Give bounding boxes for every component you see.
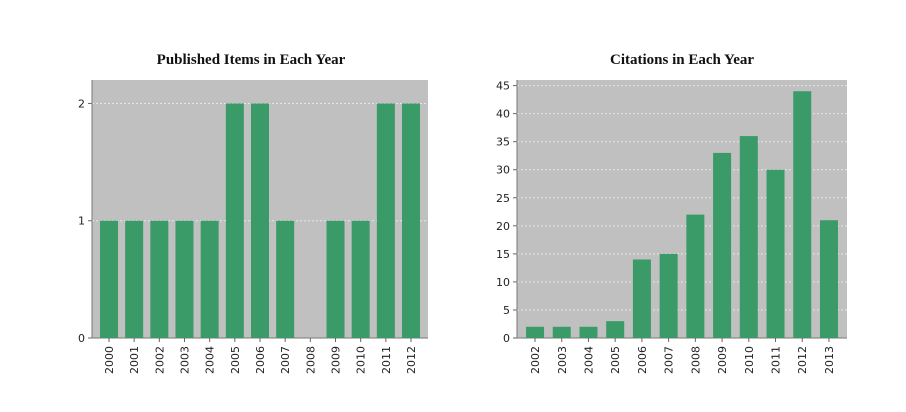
citations-bar-2004 <box>579 326 598 338</box>
published-xtick-label: 2008 <box>304 346 317 374</box>
citations-bar-2010 <box>739 136 758 338</box>
citations-xtick-label: 2010 <box>743 346 756 374</box>
citations-bar-2011 <box>766 169 785 338</box>
citations-plot-area <box>517 80 847 338</box>
citations-xtick-label: 2007 <box>663 346 676 374</box>
chart-title-published: Published Items in Each Year <box>156 52 346 68</box>
citations-bar-2006 <box>632 259 651 338</box>
citations-bar-2005 <box>606 321 625 338</box>
chart-title-citations: Citations in Each Year <box>609 52 755 68</box>
published-xtick-label: 2005 <box>229 346 242 374</box>
citations-ytick-label: 45 <box>496 80 510 93</box>
citations-xtick-label: 2009 <box>716 346 729 374</box>
published-xtick-label: 2007 <box>279 346 292 374</box>
published-bar-2011 <box>376 103 395 338</box>
published-bar-2004 <box>200 220 219 338</box>
citations-xtick-label: 2002 <box>529 346 542 374</box>
published-bar-2001 <box>125 220 144 338</box>
citations-xtick-label: 2006 <box>636 346 649 374</box>
published-bar-2002 <box>150 220 169 338</box>
published-xtick-label: 2009 <box>330 346 343 374</box>
citations-bar-2008 <box>686 214 705 338</box>
citations-xtick-label: 2005 <box>609 346 622 374</box>
published-xtick-label: 2006 <box>254 346 267 374</box>
citations-ytick-label: 40 <box>496 108 510 121</box>
published-xtick-label: 2010 <box>355 346 368 374</box>
published-bar-2009 <box>326 220 345 338</box>
published-bar-2007 <box>276 220 295 338</box>
published-bar-2005 <box>225 103 244 338</box>
citations-xtick-label: 2011 <box>770 346 783 374</box>
citations-ytick-label: 30 <box>496 164 510 177</box>
published-bar-2006 <box>251 103 269 338</box>
citations-xtick-label: 2003 <box>556 346 569 374</box>
citations-ytick-label: 15 <box>496 248 510 261</box>
published-bar-2012 <box>402 103 421 338</box>
citations-xtick-label: 2013 <box>823 346 836 374</box>
citations-bar-2013 <box>819 220 838 338</box>
citations-ytick-label: 0 <box>503 332 510 345</box>
citations-ytick-label: 25 <box>496 192 510 205</box>
published-xtick-label: 2004 <box>204 346 217 374</box>
published-xtick-label: 2011 <box>380 346 393 374</box>
citations-bar-2003 <box>552 326 571 338</box>
citations-ytick-label: 35 <box>496 136 510 149</box>
published-xtick-label: 2000 <box>103 346 116 374</box>
citations-bar-2012 <box>793 91 812 338</box>
citations-xtick-label: 2008 <box>689 346 702 374</box>
published-bar-2000 <box>99 220 118 338</box>
published-xtick-label: 2002 <box>153 346 166 374</box>
citations-ytick-label: 20 <box>496 220 510 233</box>
citations-bar-2002 <box>526 326 545 338</box>
citations-bar-2009 <box>713 152 732 338</box>
published-bar-2010 <box>351 220 370 338</box>
citations-xtick-label: 2004 <box>582 346 595 374</box>
citations-bar-2007 <box>659 253 678 338</box>
published-xtick-label: 2012 <box>405 346 418 374</box>
published-xtick-label: 2001 <box>128 346 141 374</box>
citations-ytick-label: 5 <box>503 304 510 317</box>
published-xtick-label: 2003 <box>178 346 191 374</box>
citations-ytick-label: 10 <box>496 276 510 289</box>
published-ytick-label: 0 <box>78 332 85 345</box>
published-bar-2003 <box>175 220 194 338</box>
published-ytick-label: 2 <box>78 97 85 110</box>
citations-xtick-label: 2012 <box>796 346 809 374</box>
published-ytick-label: 1 <box>78 215 85 228</box>
